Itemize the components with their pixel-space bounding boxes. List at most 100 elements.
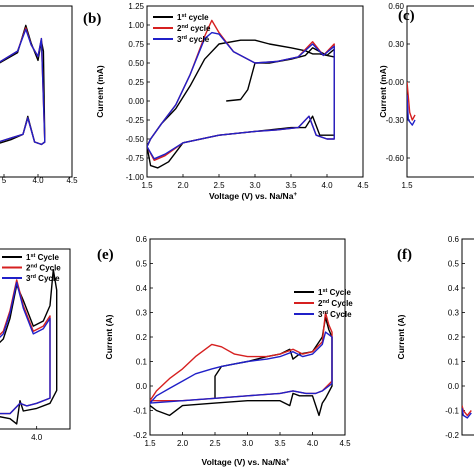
series-line-1: [0, 268, 58, 425]
legend-entry: 2nd Cycle: [318, 299, 353, 308]
legend-text: Cycle: [328, 310, 352, 319]
legend-text: Cycle: [37, 264, 61, 273]
y-tick-label: -0.1: [445, 407, 459, 416]
y-tick-label: 0.60: [388, 2, 404, 11]
series-group: [0, 268, 58, 425]
x-axis-label-sup: +: [293, 192, 297, 198]
x-axis-label: Voltage (V) vs. Na/Na+: [202, 457, 290, 467]
y-tick-label: -1.00: [126, 173, 145, 182]
legend-entry: 1st cycle: [177, 13, 209, 22]
x-tick-label: 1.5: [144, 439, 156, 448]
series-line-2: [147, 19, 335, 162]
series-group: [462, 405, 472, 419]
x-tick-label: 3.0: [249, 181, 261, 190]
x-tick-label: 2.0: [177, 439, 189, 448]
panel-label: (c): [398, 8, 415, 24]
y-tick-label: -0.2: [133, 431, 147, 440]
y-tick-label: -0.25: [126, 116, 145, 125]
panel-f: 0.6 0.5 0.4 0.3 0.2 0.1 0.0 -0.1 -0.2 Current (A)…: [396, 235, 474, 440]
legend-sup: rd: [322, 310, 328, 316]
series-line-2: [462, 407, 472, 419]
series-line-2: [0, 27, 46, 146]
x-tick-label: 4.5: [339, 439, 351, 448]
legend-sup: rd: [30, 274, 36, 280]
legend-entry: 3rd Cycle: [26, 274, 60, 283]
legend-entry: 2nd Cycle: [26, 264, 61, 273]
y-tick-label: 0.00: [388, 78, 404, 87]
x-tick-label: 4.5: [66, 176, 78, 185]
y-tick-label: 0.4: [448, 284, 460, 293]
series-line-2: [0, 279, 51, 415]
legend-sup: nd: [30, 264, 37, 270]
y-tick-label: -0.2: [445, 431, 459, 440]
series-line-2: [407, 94, 416, 126]
x-tick-label: 2.5: [209, 439, 221, 448]
y-tick-label: -0.30: [386, 116, 405, 125]
x-tick-label: 3.5: [274, 439, 286, 448]
x-tick-label: 2.0: [177, 181, 189, 190]
x-tick-label: 1.5: [401, 181, 413, 190]
series-line-3: [147, 31, 335, 160]
y-axis-label: Current (mA): [378, 65, 388, 118]
y-tick-label: 0.50: [128, 59, 144, 68]
panel-label: (f): [397, 247, 412, 263]
legend-entry: 2nd cycle: [177, 24, 211, 33]
y-tick-label: 1.00: [128, 21, 144, 30]
legend-text: Cycle: [35, 253, 59, 262]
y-axis-label: Current (A): [104, 314, 114, 359]
x-tick-label: 1.5: [141, 181, 153, 190]
x-tick-label: 2.5: [213, 181, 225, 190]
series-group: [407, 81, 416, 126]
legend-entry: 1st Cycle: [318, 288, 351, 297]
legend-sup: rd: [181, 35, 187, 41]
series-line-1: [0, 24, 46, 146]
panel-a-partial: 5 4.0 4.5: [0, 5, 78, 185]
y-tick-label: 0.2: [448, 333, 460, 342]
legend-text: Cycle: [329, 299, 353, 308]
legend-sup: st: [322, 288, 327, 294]
series-line-1: [407, 81, 416, 121]
series-group: [0, 24, 46, 146]
panel-label: (e): [97, 247, 114, 263]
x-tick-label: 4.0: [32, 176, 44, 185]
y-tick-label: 0.4: [136, 284, 148, 293]
y-tick-label: 0.1: [136, 358, 148, 367]
series-line-3: [0, 281, 51, 415]
series-line-3: [150, 331, 333, 404]
y-tick-label: -0.75: [126, 154, 145, 163]
legend-sup: nd: [322, 299, 329, 305]
y-tick-label: 0.25: [128, 78, 144, 87]
x-tick-label: 4.0: [321, 181, 333, 190]
plot-frame: [0, 248, 71, 430]
y-tick-label: 0.0: [136, 382, 148, 391]
plot-frame: [406, 5, 474, 178]
legend-text: cycle: [186, 13, 209, 22]
series-group: [147, 19, 335, 169]
y-tick-label: 0.1: [448, 358, 460, 367]
legend-sup: st: [30, 253, 35, 259]
y-tick-label: 0.30: [388, 40, 404, 49]
y-tick-label: 0.2: [136, 333, 148, 342]
y-tick-label: 0.5: [136, 260, 148, 269]
y-tick-label: 0.3: [136, 309, 148, 318]
x-axis-label-sup: +: [286, 458, 290, 464]
legend-entry: 1st Cycle: [26, 253, 59, 262]
y-tick-label: 0.6: [136, 235, 148, 244]
x-tick-label: 3.5: [285, 181, 297, 190]
y-tick-label: 0.75: [128, 40, 144, 49]
x-tick-label: 4.5: [357, 181, 369, 190]
legend-entry: 3rd cycle: [177, 35, 210, 44]
series-group: [150, 311, 333, 417]
y-tick-label: 1.25: [128, 2, 144, 11]
y-tick-label: 0.6: [448, 235, 460, 244]
y-tick-label: -0.60: [386, 154, 405, 163]
y-tick-label: 0.00: [128, 97, 144, 106]
legend-text: cycle: [187, 35, 210, 44]
legend-text: Cycle: [36, 274, 60, 283]
legend-text: cycle: [188, 24, 211, 33]
y-axis-label: Current (A): [396, 314, 406, 359]
legend-entry: 3rd Cycle: [318, 310, 352, 319]
y-tick-label: 0.5: [448, 260, 460, 269]
